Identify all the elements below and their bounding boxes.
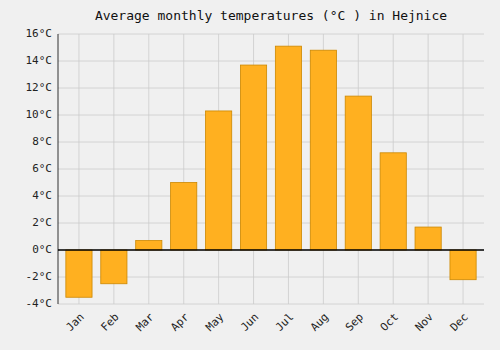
x-axis: Jan Feb Mar Apr May Jun Jul Aug Sep Oct Nov Dec — [63, 310, 470, 334]
bar — [310, 50, 336, 250]
y-grid-line — [58, 88, 484, 89]
y-tick-label: 0°C — [32, 243, 52, 256]
y-grid-line — [58, 169, 484, 170]
x-tick-label: Jan — [63, 311, 86, 334]
bar — [101, 250, 127, 284]
background — [0, 0, 500, 350]
y-axis-line — [58, 34, 59, 304]
x-tick-label: Oct — [378, 311, 401, 334]
y-grid-line — [58, 61, 484, 62]
y-tick-label: -4°C — [26, 297, 53, 310]
chart-container: -4°C -2°C 0°C 2°C 4°C 6°C 8°C 10°C 12°C 14°C 16°C J… — [0, 0, 500, 350]
bar — [136, 241, 162, 250]
y-grid-line — [58, 223, 484, 224]
y-tick-label: 2°C — [32, 216, 52, 229]
y-tick-label: 10°C — [26, 108, 53, 121]
y-grid-line — [58, 115, 484, 116]
x-tick-label: Dec — [448, 311, 471, 334]
bar — [171, 183, 197, 251]
x-tick-label: Jul — [273, 311, 296, 334]
y-tick-label: 14°C — [26, 54, 53, 67]
bars — [66, 46, 476, 297]
y-grid-line — [58, 142, 484, 143]
x-grid-line — [428, 34, 429, 304]
x-grid-line — [183, 34, 184, 304]
y-tick-label: 8°C — [32, 135, 52, 148]
x-tick-label: Nov — [413, 310, 437, 334]
bar — [206, 111, 232, 250]
chart: -4°C -2°C 0°C 2°C 4°C 6°C 8°C 10°C 12°C 14°C 16°C J… — [0, 0, 500, 350]
y-axis: -4°C -2°C 0°C 2°C 4°C 6°C 8°C 10°C 12°C 14°C 16°C — [26, 27, 53, 310]
y-grid-line — [58, 196, 484, 197]
y-grid-line — [58, 304, 484, 305]
bar — [345, 96, 371, 250]
bar — [450, 250, 476, 280]
x-tick-label: May — [203, 310, 227, 334]
x-tick-label: Jun — [238, 311, 261, 334]
x-tick-label: Aug — [308, 311, 331, 334]
bar — [275, 46, 301, 250]
y-grid-line — [58, 34, 484, 35]
x-tick-label: Mar — [133, 310, 157, 334]
zero-line — [58, 249, 484, 251]
y-tick-label: 12°C — [26, 81, 53, 94]
y-tick-label: 16°C — [26, 27, 53, 40]
x-tick-label: Apr — [168, 310, 192, 334]
y-tick-label: 4°C — [32, 189, 52, 202]
grid — [58, 34, 484, 304]
y-tick-label: -2°C — [26, 270, 53, 283]
title: Average monthly temperatures (°C ) in He… — [95, 8, 447, 23]
y-tick-label: 6°C — [32, 162, 52, 175]
bar — [380, 153, 406, 250]
x-grid-line — [148, 34, 149, 304]
x-tick-label: Feb — [98, 311, 121, 334]
bar — [415, 227, 441, 250]
bar — [66, 250, 92, 297]
y-grid-line — [58, 250, 484, 251]
x-tick-label: Sep — [343, 311, 366, 334]
bar — [240, 65, 266, 250]
